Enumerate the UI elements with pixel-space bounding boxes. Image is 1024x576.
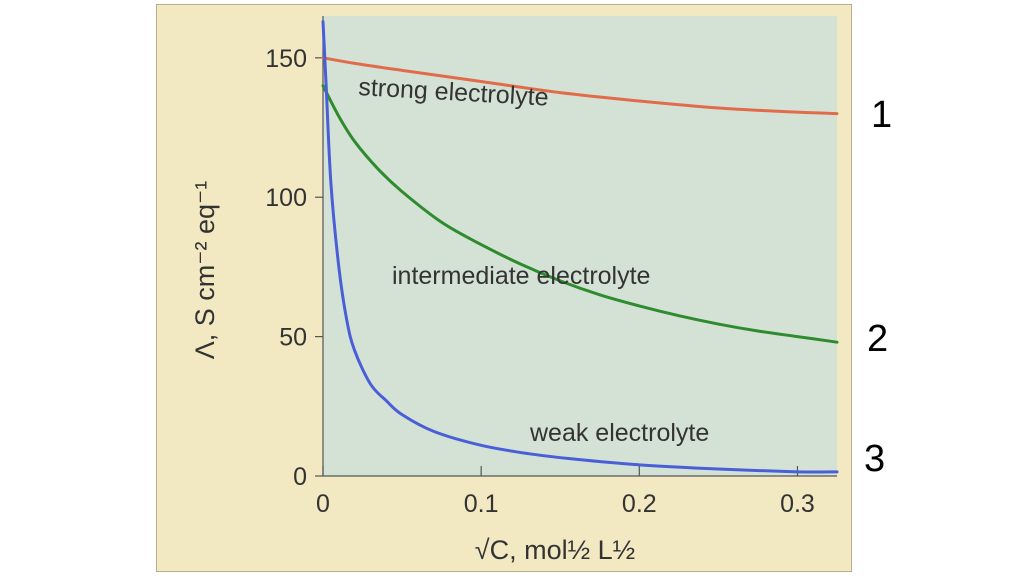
- series-line-weak: [321, 20, 839, 474]
- side-label-3: 3: [864, 438, 886, 480]
- x-axis-label: √C, mol½ L½: [475, 535, 635, 565]
- y-tick-label: 100: [265, 184, 307, 212]
- x-tick-label: 0.2: [622, 490, 657, 518]
- series-lines: [321, 20, 839, 474]
- side-label-1: 1: [871, 94, 893, 136]
- y-axis-label: Λ, S cm⁻² eq⁻¹: [190, 181, 220, 360]
- tick-marks: [315, 16, 837, 477]
- y-tick-label: 150: [265, 45, 307, 73]
- plot-area: [323, 16, 837, 476]
- x-tick-label: 0.3: [780, 490, 815, 518]
- series-line-strong: [321, 56, 839, 116]
- y-tick-label: 50: [279, 324, 307, 352]
- x-tick-labels: 0 0.1 0.2 0.3: [316, 490, 815, 518]
- series-line-intermediate: [321, 84, 839, 344]
- y-tick-labels: 0 50 100 150: [265, 45, 307, 491]
- series-label-weak: weak electrolyte: [529, 419, 709, 447]
- side-label-2: 2: [867, 318, 889, 360]
- series-label-intermediate: intermediate electrolyte: [392, 262, 650, 290]
- y-tick-label: 0: [293, 463, 307, 491]
- x-tick-label: 0: [316, 490, 330, 518]
- x-tick-label: 0.1: [464, 490, 499, 518]
